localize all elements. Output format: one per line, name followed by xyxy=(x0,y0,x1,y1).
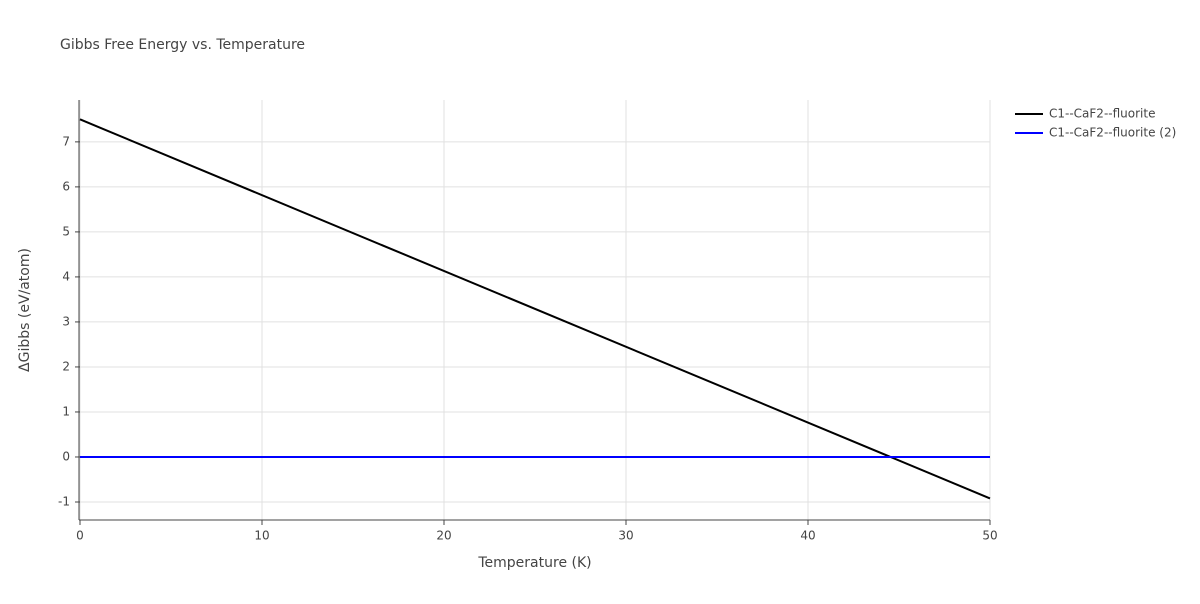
legend: C1--CaF2--fluorite C1--CaF2--fluorite (2) xyxy=(1015,107,1176,140)
line xyxy=(79,118,991,500)
y-axis-label: ΔGibbs (eV/atom) xyxy=(17,248,33,372)
y-tick-label: 4 xyxy=(62,269,70,283)
legend-label: C1--CaF2--fluorite (2) xyxy=(1049,126,1176,140)
x-tick-label: 30 xyxy=(618,529,633,543)
y-tick-label: 0 xyxy=(62,449,70,463)
x-tick-label: 10 xyxy=(254,529,269,543)
chart-title: Gibbs Free Energy vs. Temperature xyxy=(60,37,305,53)
y-tick-label: 1 xyxy=(62,404,70,418)
legend-label: C1--CaF2--fluorite xyxy=(1049,107,1155,121)
x-axis-label: Temperature (K) xyxy=(477,555,591,571)
x-tick-label: 50 xyxy=(982,529,997,543)
lines xyxy=(79,118,991,500)
y-tick-label: -1 xyxy=(58,494,70,508)
y-tick-label: 5 xyxy=(62,224,70,238)
grid xyxy=(79,100,991,520)
y-tick-label: 7 xyxy=(62,134,70,148)
x-tick-label: 20 xyxy=(436,529,451,543)
y-tick-label: 2 xyxy=(62,359,70,373)
x-tick-label: 0 xyxy=(76,529,84,543)
x-tick-label: 40 xyxy=(800,529,815,543)
y-tick-label: 6 xyxy=(62,179,70,193)
y-tick-label: 3 xyxy=(62,314,70,328)
